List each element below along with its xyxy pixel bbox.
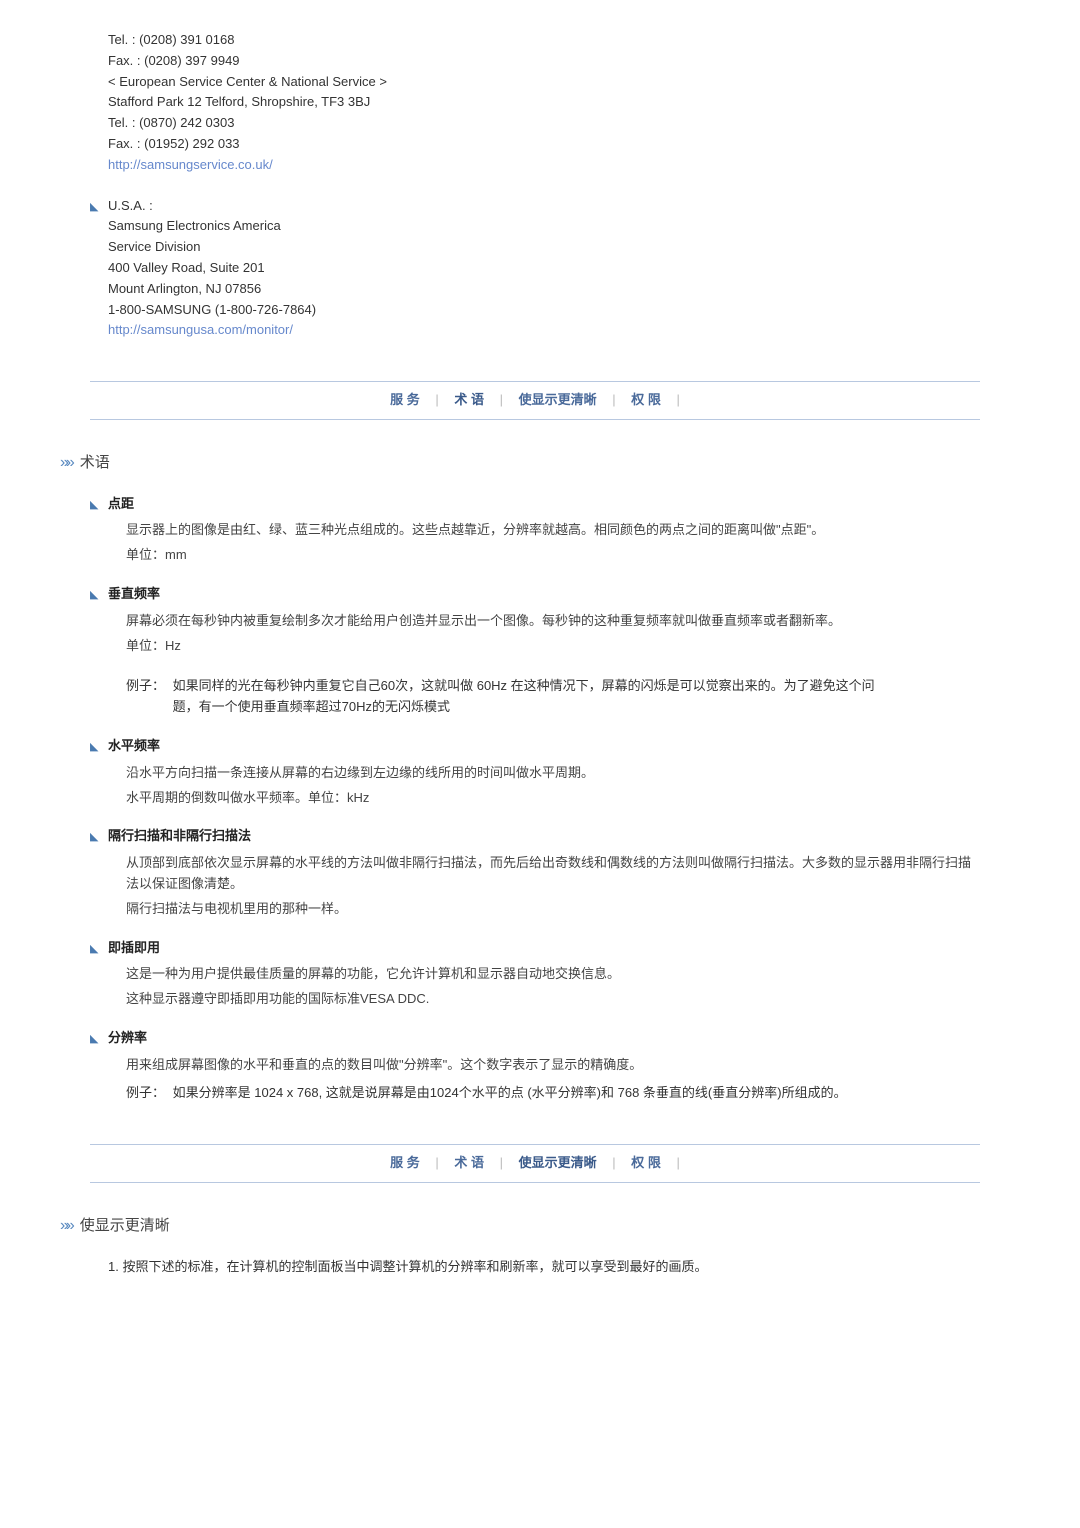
- term-title: 水平频率: [108, 736, 980, 757]
- term-content: 水平周期的倒数叫做水平频率。单位：kHz: [126, 788, 980, 809]
- contact-country: U.S.A. :: [108, 196, 980, 217]
- term-dot-pitch: ◣ 点距 显示器上的图像是由红、绿、蓝三种光点组成的。这些点越靠近，分辨率就越高…: [108, 494, 980, 566]
- section-title: 使显示更清晰: [80, 1214, 170, 1238]
- bullet-icon: ◣: [90, 829, 98, 847]
- nav-divider: |: [500, 1155, 503, 1170]
- bullet-icon: ◣: [90, 587, 98, 605]
- term-title: 分辨率: [108, 1028, 980, 1049]
- double-arrow-icon: »»: [60, 450, 72, 476]
- example-label: 例子：: [126, 676, 165, 697]
- instruction-item: 1. 按照下述的标准，在计算机的控制面板当中调整计算机的分辨率和刷新率，就可以享…: [108, 1257, 980, 1278]
- contact-division: Service Division: [108, 237, 980, 258]
- term-resolution: ◣ 分辨率 用来组成屏幕图像的水平和垂直的点的数目叫做"分辨率"。这个数字表示了…: [108, 1028, 980, 1104]
- term-content: 这种显示器遵守即插即用功能的国际标准VESA DDC.: [126, 989, 980, 1010]
- contact-usa: ◣ U.S.A. : Samsung Electronics America S…: [108, 196, 980, 342]
- nav-bar-2: 服 务 | 术 语 | 使显示更清晰 | 权 限 |: [90, 1144, 980, 1183]
- nav-display[interactable]: 使显示更清晰: [519, 1155, 597, 1170]
- term-horizontal-freq: ◣ 水平频率 沿水平方向扫描一条连接从屏幕的右边缘到左边缘的线所用的时间叫做水平…: [108, 736, 980, 808]
- term-plug-play: ◣ 即插即用 这是一种为用户提供最佳质量的屏幕的功能，它允许计算机和显示器自动地…: [108, 938, 980, 1010]
- nav-divider: |: [500, 392, 503, 407]
- bullet-icon: ◣: [90, 739, 98, 757]
- term-content: 这是一种为用户提供最佳质量的屏幕的功能，它允许计算机和显示器自动地交换信息。: [126, 964, 980, 985]
- double-arrow-icon: »»: [60, 1213, 72, 1239]
- bullet-icon: ◣: [90, 941, 98, 959]
- term-interlace: ◣ 隔行扫描和非隔行扫描法 从顶部到底部依次显示屏幕的水平线的方法叫做非隔行扫描…: [108, 826, 980, 919]
- contact-company: Samsung Electronics America: [108, 216, 980, 237]
- nav-bar-1: 服 务 | 术 语 | 使显示更清晰 | 权 限 |: [90, 381, 980, 420]
- contact-fax: Fax. : (0208) 397 9949: [108, 51, 980, 72]
- example-text: 如果分辨率是 1024 x 768, 这就是说屏幕是由1024个水平的点 (水平…: [173, 1083, 899, 1104]
- term-unit: 单位：Hz: [126, 636, 980, 657]
- nav-divider: |: [612, 392, 615, 407]
- nav-terms[interactable]: 术 语: [454, 392, 484, 407]
- term-content: 用来组成屏幕图像的水平和垂直的点的数目叫做"分辨率"。这个数字表示了显示的精确度…: [126, 1055, 980, 1076]
- term-title: 隔行扫描和非隔行扫描法: [108, 826, 980, 847]
- section-header-terms: »» 术语: [60, 450, 980, 476]
- contact-tel: Tel. : (0208) 391 0168: [108, 30, 980, 51]
- contact-phone: 1-800-SAMSUNG (1-800-726-7864): [108, 300, 980, 321]
- nav-divider: |: [435, 392, 438, 407]
- term-example: 例子： 如果分辨率是 1024 x 768, 这就是说屏幕是由1024个水平的点…: [126, 1083, 980, 1104]
- contact-address1: 400 Valley Road, Suite 201: [108, 258, 980, 279]
- term-content: 从顶部到底部依次显示屏幕的水平线的方法叫做非隔行扫描法，而先后给出奇数线和偶数线…: [126, 853, 980, 895]
- nav-service[interactable]: 服 务: [390, 1155, 420, 1170]
- term-content: 隔行扫描法与电视机里用的那种一样。: [126, 899, 980, 920]
- contact-address: Stafford Park 12 Telford, Shropshire, TF…: [108, 92, 980, 113]
- term-vertical-freq: ◣ 垂直频率 屏幕必须在每秒钟内被重复绘制多次才能给用户创造并显示出一个图像。每…: [108, 584, 980, 718]
- nav-divider: |: [677, 1155, 680, 1170]
- nav-divider: |: [612, 1155, 615, 1170]
- term-content: 屏幕必须在每秒钟内被重复绘制多次才能给用户创造并显示出一个图像。每秒钟的这种重复…: [126, 611, 980, 632]
- contact-url-link[interactable]: http://samsungservice.co.uk/: [108, 155, 980, 176]
- contact-europe: Tel. : (0208) 391 0168 Fax. : (0208) 397…: [108, 30, 980, 176]
- nav-service[interactable]: 服 务: [390, 392, 420, 407]
- term-title: 垂直频率: [108, 584, 980, 605]
- nav-terms[interactable]: 术 语: [454, 1155, 484, 1170]
- nav-display[interactable]: 使显示更清晰: [519, 392, 597, 407]
- term-example: 例子： 如果同样的光在每秒钟内重复它自己60次，这就叫做 60Hz 在这种情况下…: [126, 676, 980, 718]
- nav-rights[interactable]: 权 限: [631, 392, 661, 407]
- nav-divider: |: [677, 392, 680, 407]
- term-title: 点距: [108, 494, 980, 515]
- term-content: 显示器上的图像是由红、绿、蓝三种光点组成的。这些点越靠近，分辨率就越高。相同颜色…: [126, 520, 980, 541]
- contact-name: < European Service Center & National Ser…: [108, 72, 980, 93]
- nav-divider: |: [435, 1155, 438, 1170]
- bullet-icon: ◣: [90, 497, 98, 515]
- section-header-display: »» 使显示更清晰: [60, 1213, 980, 1239]
- contact-tel2: Tel. : (0870) 242 0303: [108, 113, 980, 134]
- term-unit: 单位：mm: [126, 545, 980, 566]
- contact-url-link[interactable]: http://samsungusa.com/monitor/: [108, 320, 980, 341]
- bullet-icon: ◣: [90, 199, 98, 217]
- bullet-icon: ◣: [90, 1031, 98, 1049]
- contact-address2: Mount Arlington, NJ 07856: [108, 279, 980, 300]
- contact-fax2: Fax. : (01952) 292 033: [108, 134, 980, 155]
- example-text: 如果同样的光在每秒钟内重复它自己60次，这就叫做 60Hz 在这种情况下，屏幕的…: [173, 676, 899, 718]
- section-title: 术语: [80, 451, 110, 475]
- term-title: 即插即用: [108, 938, 980, 959]
- term-content: 沿水平方向扫描一条连接从屏幕的右边缘到左边缘的线所用的时间叫做水平周期。: [126, 763, 980, 784]
- example-label: 例子：: [126, 1083, 165, 1104]
- nav-rights[interactable]: 权 限: [631, 1155, 661, 1170]
